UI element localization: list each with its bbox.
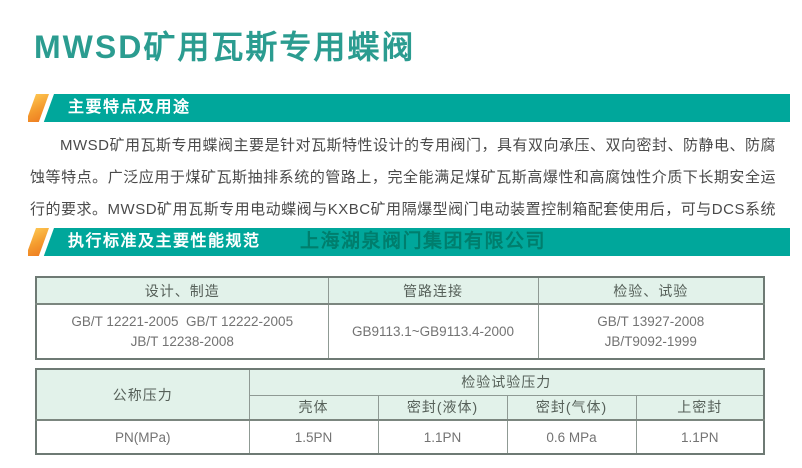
pressure-table: 公称压力 检验试验压力 壳体 密封(液体) 密封(气体) 上密封 PN(MPa)…: [35, 368, 765, 455]
seal-gas-value: 0.6 MPa: [506, 419, 637, 455]
sub-header-upper-seal: 上密封: [635, 394, 765, 421]
pressure-table-subheader-row: 壳体 密封(液体) 密封(气体) 上密封: [36, 394, 765, 421]
standard-code: JB/T 12238-2008: [130, 333, 234, 349]
standard-code: JB/T9092-1999: [604, 333, 697, 349]
standard-code: GB/T 13927-2008: [597, 313, 705, 329]
standards-cell-pipe-connection: GB9113.1~GB9113.4-2000: [327, 303, 539, 360]
seal-liquid-value: 1.1PN: [377, 419, 508, 455]
standards-section-bar: 执行标准及主要性能规范 上海湖泉阀门集团有限公司: [28, 228, 790, 256]
standards-table: 设计、制造 管路连接 检验、试验 GB/T 12221-2005 GB/T 12…: [35, 276, 765, 360]
test-pressure-header: 检验试验压力: [248, 368, 765, 396]
standards-table-header-row: 设计、制造 管路连接 检验、试验: [35, 276, 765, 305]
sub-header-shell: 壳体: [248, 394, 379, 421]
pressure-table-body-row: PN(MPa) 1.5PN 1.1PN 0.6 MPa 1.1PN: [35, 419, 765, 455]
standards-heading: 执行标准及主要性能规范: [68, 233, 261, 250]
pressure-table-group-row: 公称压力 检验试验压力: [35, 368, 765, 421]
standards-header-design: 设计、制造: [35, 276, 329, 305]
standards-cell-design: GB/T 12221-2005 GB/T 12222-2005 JB/T 122…: [35, 303, 329, 360]
shell-test-value: 1.5PN: [248, 419, 379, 455]
upper-seal-value: 1.1PN: [635, 419, 765, 455]
sub-header-seal-gas: 密封(气体): [506, 394, 637, 421]
standard-code: GB9113.1~GB9113.4-2000: [352, 323, 514, 339]
company-watermark: 上海湖泉阀门集团有限公司: [300, 231, 547, 252]
nominal-pressure-header: 公称压力: [35, 368, 250, 421]
features-section-bar: 主要特点及用途: [28, 94, 790, 122]
page-title: MWSD矿用瓦斯专用蝶阀: [34, 29, 416, 65]
standard-code: GB/T 12221-2005 GB/T 12222-2005: [71, 313, 294, 329]
features-heading: 主要特点及用途: [68, 99, 191, 116]
sub-header-seal-liquid: 密封(液体): [377, 394, 508, 421]
standards-table-body-row: GB/T 12221-2005 GB/T 12222-2005 JB/T 122…: [35, 303, 765, 360]
nominal-pressure-value: PN(MPa): [35, 419, 250, 455]
standards-cell-inspection: GB/T 13927-2008 JB/T9092-1999: [537, 303, 765, 360]
standards-header-inspection: 检验、试验: [537, 276, 765, 305]
standards-header-pipe-connection: 管路连接: [327, 276, 539, 305]
